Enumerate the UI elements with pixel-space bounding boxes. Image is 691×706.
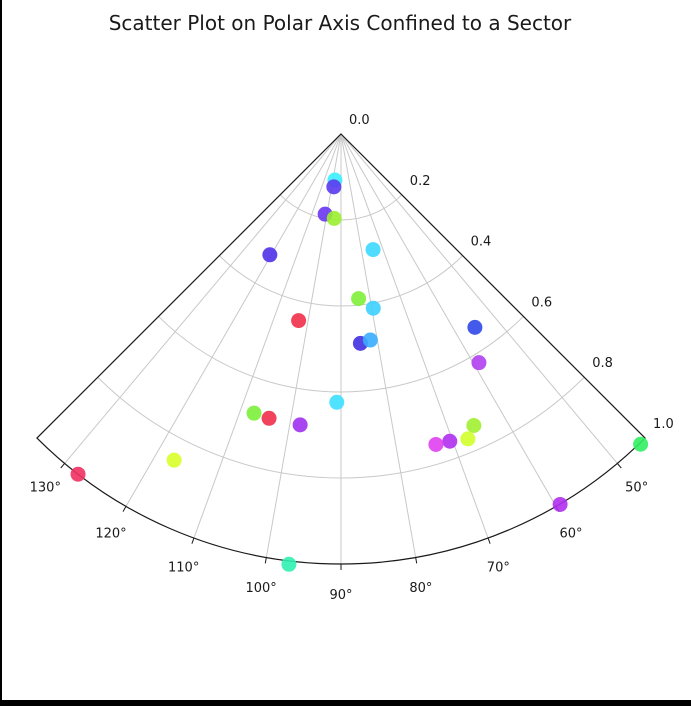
theta-tick-mark-7 (122, 506, 127, 512)
data-point-17 (466, 418, 482, 434)
data-point-7 (365, 300, 381, 316)
theta-grid-line-6 (193, 133, 342, 539)
data-point-8 (291, 313, 307, 329)
chart-title: Scatter Plot on Polar Axis Confined to a… (109, 11, 572, 35)
r-tick-label-3: 0.6 (531, 295, 552, 310)
data-point-18 (460, 431, 476, 447)
theta-tick-mark-6 (191, 537, 195, 544)
r-tick-label-4: 0.8 (592, 356, 613, 371)
data-point-25 (281, 556, 297, 572)
theta-grid-line-5 (265, 133, 342, 558)
theta-tick-label-5: 100° (245, 581, 276, 596)
data-point-5 (262, 247, 278, 263)
theta-tick-mark-0 (617, 463, 622, 469)
theta-grid-line-8 (64, 133, 342, 464)
data-point-14 (246, 405, 262, 421)
data-point-1 (326, 179, 342, 195)
polar-grid (64, 133, 618, 564)
data-point-11 (467, 319, 483, 335)
theta-tick-label-1: 60° (559, 526, 582, 541)
r-tick-label-0: 0.0 (349, 113, 370, 128)
r-tick-label-1: 0.2 (410, 174, 431, 189)
theta-tick-label-7: 120° (95, 526, 126, 541)
theta-tick-label-8: 130° (30, 480, 61, 495)
theta-grid-line-2 (340, 133, 489, 539)
theta-grid-line-0 (340, 133, 618, 464)
data-point-24 (552, 496, 568, 512)
tick-labels: 0.0 0.2 0.4 0.6 0.8 1.0 50° 60° 70° 80° 90° 100° 110… (30, 113, 674, 603)
theta-grid-line-1 (340, 133, 557, 507)
data-point-13 (329, 394, 345, 410)
data-point-19 (442, 433, 458, 449)
data-point-12 (471, 355, 487, 371)
r-tick-label-2: 0.4 (471, 235, 492, 250)
data-point-23 (633, 436, 649, 452)
theta-grid-line-3 (340, 133, 417, 558)
theta-tick-label-4: 90° (329, 588, 352, 603)
data-point-3 (326, 210, 342, 226)
theta-tick-mark-2 (487, 537, 491, 544)
theta-tick-label-2: 70° (487, 560, 510, 575)
theta-tick-label-3: 80° (409, 581, 432, 596)
theta-grid-line-7 (125, 133, 342, 507)
theta-tick-label-0: 50° (625, 480, 648, 495)
theta-tick-label-6: 110° (168, 560, 199, 575)
theta-tick-mark-8 (60, 463, 65, 469)
theta-tick-mark-5 (264, 557, 267, 564)
data-point-15 (261, 410, 277, 426)
data-point-16 (292, 417, 308, 433)
data-points (70, 172, 649, 572)
data-point-22 (70, 466, 86, 482)
data-point-20 (428, 436, 444, 452)
data-point-4 (365, 242, 381, 258)
theta-tick-mark-3 (415, 557, 418, 564)
data-point-10 (362, 332, 378, 348)
data-point-6 (351, 291, 367, 307)
data-point-21 (166, 452, 182, 468)
r-tick-label-5: 1.0 (653, 417, 674, 432)
